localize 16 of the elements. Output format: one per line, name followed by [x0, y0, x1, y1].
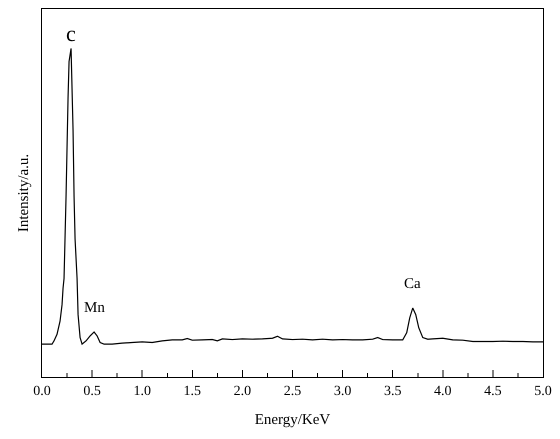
x-axis-title: Energy/KeV: [254, 412, 330, 428]
y-axis-title: Intensity/a.u.: [16, 154, 32, 232]
annotation: Ca: [404, 276, 422, 292]
x-tick-label: 1.0: [133, 384, 151, 399]
x-tick-label: 4.0: [434, 384, 452, 399]
annotation: Mn: [84, 300, 106, 316]
annotation: c: [66, 21, 76, 46]
x-tick-label: 3.0: [334, 384, 352, 399]
x-tick-label: 1.5: [184, 384, 202, 399]
x-tick-label: 4.5: [484, 384, 502, 399]
x-tick-label: 0.5: [83, 384, 101, 399]
x-tick-label: 0.0: [33, 384, 51, 399]
x-tick-label: 5.0: [534, 384, 552, 399]
x-tick-label: 2.0: [234, 384, 252, 399]
x-tick-label: 2.5: [284, 384, 302, 399]
x-tick-label: 3.5: [384, 384, 402, 399]
